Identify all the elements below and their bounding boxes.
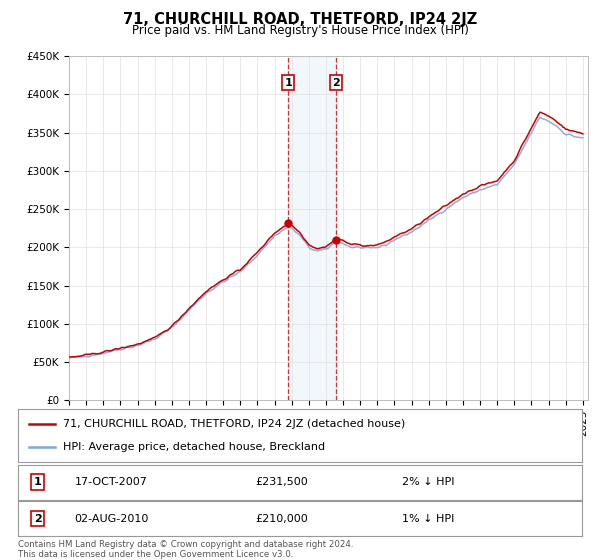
Text: 2% ↓ HPI: 2% ↓ HPI [401,477,454,487]
Text: 17-OCT-2007: 17-OCT-2007 [74,477,147,487]
Text: HPI: Average price, detached house, Breckland: HPI: Average price, detached house, Brec… [63,442,325,452]
Text: 2: 2 [34,514,41,524]
Text: Price paid vs. HM Land Registry's House Price Index (HPI): Price paid vs. HM Land Registry's House … [131,24,469,36]
Text: 02-AUG-2010: 02-AUG-2010 [74,514,149,524]
Text: 1: 1 [284,78,292,88]
Text: Contains HM Land Registry data © Crown copyright and database right 2024.
This d: Contains HM Land Registry data © Crown c… [18,540,353,559]
Text: £210,000: £210,000 [255,514,308,524]
Text: 2: 2 [332,78,340,88]
Text: 71, CHURCHILL ROAD, THETFORD, IP24 2JZ (detached house): 71, CHURCHILL ROAD, THETFORD, IP24 2JZ (… [63,419,406,429]
Text: 1: 1 [34,477,41,487]
Text: 1% ↓ HPI: 1% ↓ HPI [401,514,454,524]
Text: £231,500: £231,500 [255,477,308,487]
Bar [288,56,336,400]
Text: 71, CHURCHILL ROAD, THETFORD, IP24 2JZ: 71, CHURCHILL ROAD, THETFORD, IP24 2JZ [123,12,477,27]
